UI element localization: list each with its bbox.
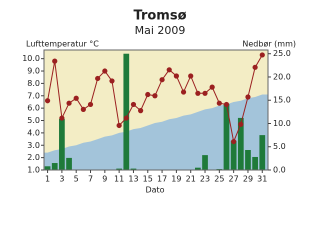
y-tick-label: 5.0 bbox=[27, 116, 40, 125]
x-axis-label: Dato bbox=[145, 186, 164, 195]
temperature-point bbox=[238, 121, 244, 127]
precipitation-bar bbox=[237, 117, 244, 170]
temperature-point bbox=[245, 94, 251, 100]
temperature-point bbox=[52, 58, 58, 64]
normal-temperature-area bbox=[44, 94, 268, 170]
plot-frame bbox=[43, 49, 269, 171]
precipitation-bar bbox=[123, 53, 130, 170]
temperature-point bbox=[73, 95, 79, 101]
x-tick-label: 7 bbox=[88, 175, 93, 184]
y2-tick-label: 10.0 bbox=[273, 119, 291, 128]
precipitation-bar bbox=[44, 166, 51, 170]
temperature-point bbox=[80, 106, 86, 112]
temperature-point bbox=[195, 90, 201, 96]
y2-tick-label: 20.0 bbox=[273, 72, 291, 81]
temperature-point bbox=[180, 89, 187, 95]
temperature-point bbox=[159, 77, 165, 83]
precipitation-bar bbox=[59, 118, 65, 170]
precipitation-bar bbox=[66, 157, 72, 170]
y2-tick-label: 15.0 bbox=[273, 96, 291, 105]
chart-subtitle: Mai 2009 bbox=[135, 24, 186, 37]
temperature-point bbox=[252, 64, 258, 70]
x-tick-label: 27 bbox=[229, 175, 239, 184]
temperature-point bbox=[202, 90, 208, 96]
temperature-point bbox=[102, 68, 108, 74]
temperature-point bbox=[152, 93, 158, 99]
x-tick-label: 9 bbox=[102, 175, 107, 184]
temperature-point bbox=[138, 108, 144, 114]
temperature-point bbox=[231, 138, 237, 145]
temperature-point bbox=[209, 84, 215, 90]
temperature-point bbox=[216, 100, 222, 106]
y-tick-label: 2.0 bbox=[27, 153, 40, 162]
precipitation-bar bbox=[116, 168, 123, 170]
x-tick-label: 25 bbox=[214, 175, 224, 184]
precipitation-bar bbox=[230, 140, 237, 170]
y-tick-label: 3.0 bbox=[27, 141, 40, 150]
precipitation-bar bbox=[202, 155, 208, 170]
x-tick-label: 5 bbox=[74, 175, 79, 184]
y-tick-label: 1.0 bbox=[27, 166, 40, 175]
precipitation-bar bbox=[195, 167, 201, 170]
temperature-point bbox=[173, 73, 179, 79]
x-tick-label: 11 bbox=[114, 175, 124, 184]
precipitation-bar bbox=[51, 163, 58, 170]
y-tick-label: 4.0 bbox=[27, 128, 40, 137]
x-tick-label: 31 bbox=[257, 175, 267, 184]
temperature-point bbox=[95, 75, 101, 82]
temperature-point bbox=[44, 98, 51, 104]
chart-title: Tromsø bbox=[134, 9, 187, 24]
temperature-point bbox=[259, 52, 265, 58]
precipitation-bar bbox=[259, 135, 266, 170]
x-tick-label: 15 bbox=[143, 175, 153, 184]
y-tick-label: 9.0 bbox=[27, 67, 40, 76]
temperature-point bbox=[188, 73, 194, 79]
x-tick-label: 13 bbox=[128, 175, 138, 184]
x-tick-label: 17 bbox=[157, 175, 167, 184]
y-tick-label: 6.0 bbox=[27, 104, 40, 113]
chart: Tromsø Mai 2009 Lufttemperatur °C Nedbør… bbox=[22, 9, 296, 195]
temperature-point bbox=[166, 67, 172, 73]
y2-axis-label: Nedbør (mm) bbox=[242, 40, 296, 49]
x-tick-label: 29 bbox=[243, 175, 253, 184]
temperature-point bbox=[87, 101, 94, 108]
x-tick-label: 19 bbox=[171, 175, 181, 184]
y-tick-label: 7.0 bbox=[27, 91, 40, 100]
y-tick-label: 10.0 bbox=[22, 54, 40, 63]
temperature-point bbox=[59, 115, 65, 121]
temperature-point bbox=[109, 78, 115, 84]
precipitation-bar bbox=[130, 168, 137, 170]
temperature-point bbox=[223, 101, 230, 108]
temperature-point bbox=[123, 115, 129, 121]
y2-tick-label: 25.0 bbox=[273, 49, 291, 58]
y-tick-label: 8.0 bbox=[27, 79, 40, 88]
temperature-point bbox=[130, 101, 137, 108]
precipitation-bar bbox=[252, 156, 258, 170]
x-tick-label: 1 bbox=[45, 175, 50, 184]
x-tick-label: 3 bbox=[59, 175, 64, 184]
x-tick-label: 21 bbox=[186, 175, 196, 184]
temperature-point bbox=[145, 91, 151, 98]
y2-tick-label: 0.0 bbox=[273, 166, 286, 175]
x-tick-label: 23 bbox=[200, 175, 210, 184]
temperature-point bbox=[66, 100, 72, 106]
precipitation-bar bbox=[223, 103, 230, 170]
temperature-point bbox=[116, 122, 122, 129]
precipitation-bar bbox=[245, 150, 251, 170]
y-axis-label: Lufttemperatur °C bbox=[26, 40, 99, 49]
y2-tick-label: 5.0 bbox=[273, 142, 286, 151]
